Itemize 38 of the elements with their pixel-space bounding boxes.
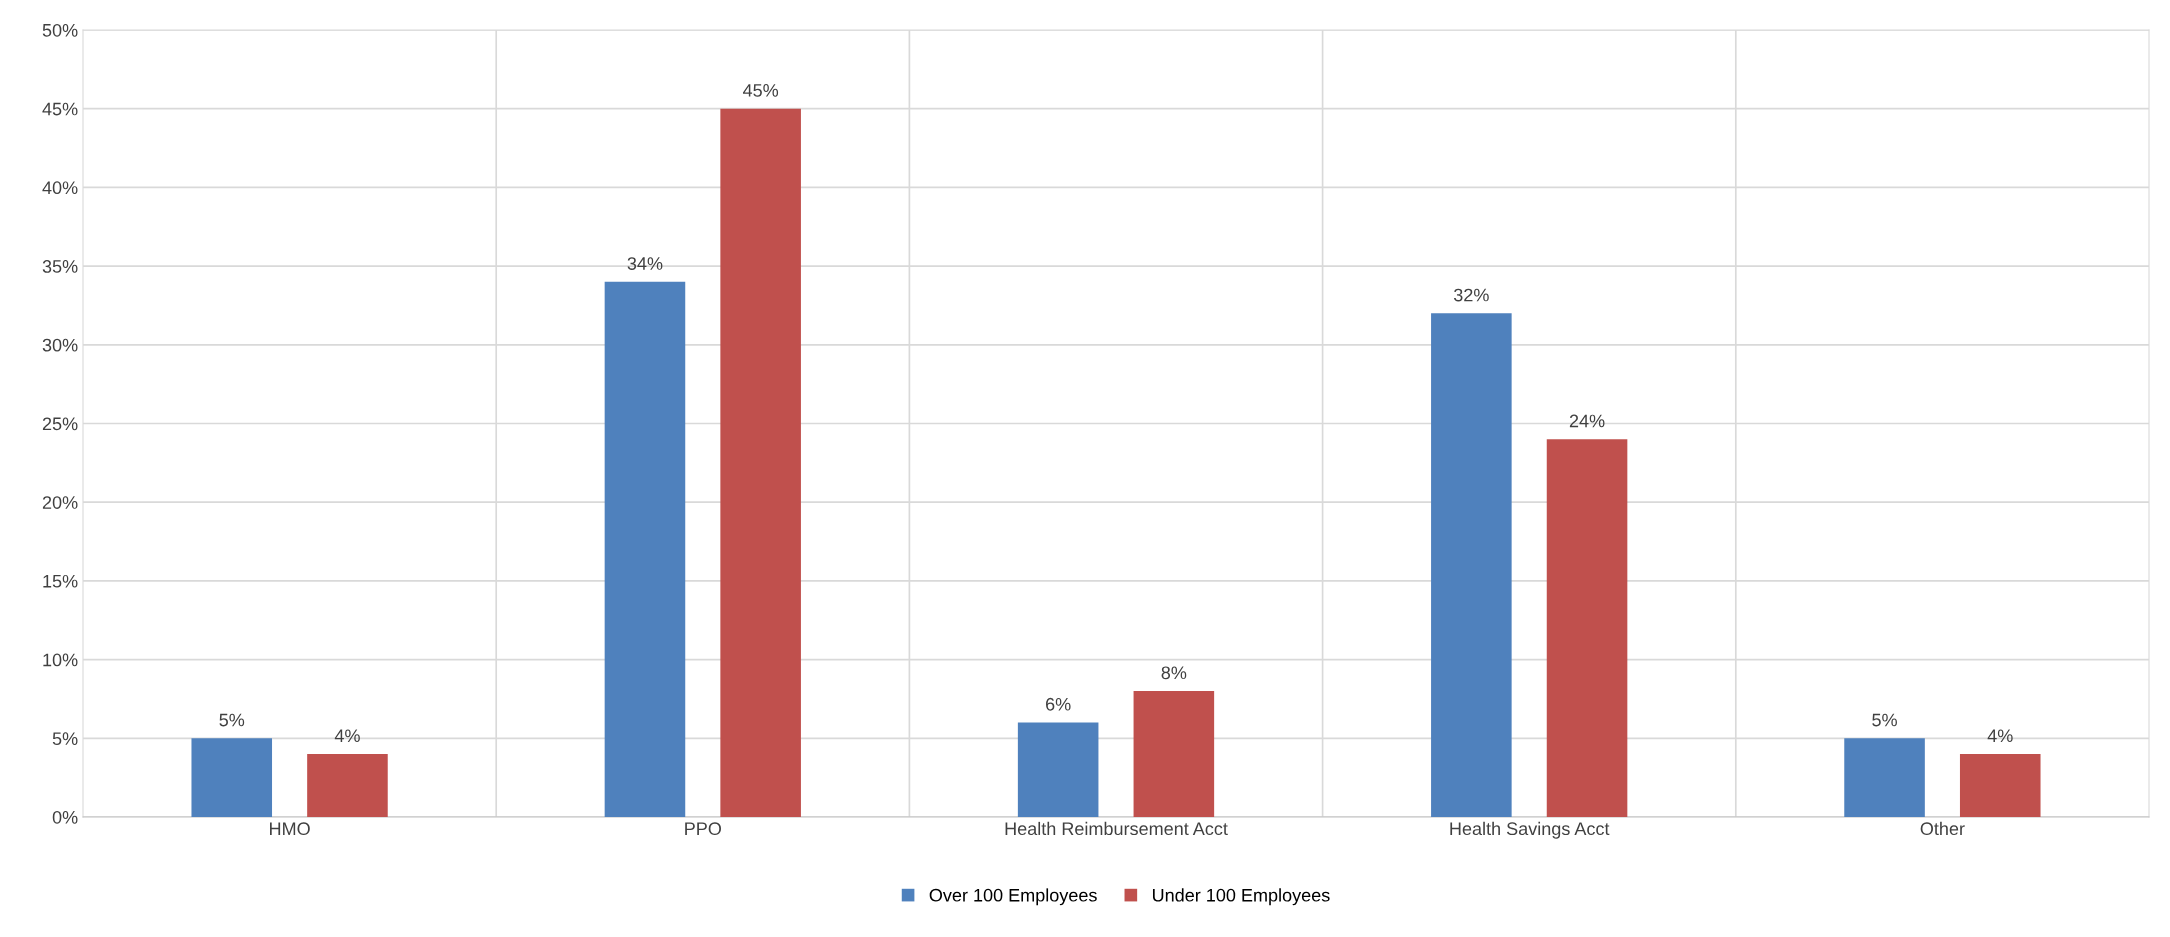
y-tick-label: 50% xyxy=(42,23,78,37)
text: 34% xyxy=(627,257,663,270)
bar xyxy=(1133,691,1215,817)
text: 32% xyxy=(1453,288,1489,302)
y-tick-label: 35% xyxy=(42,260,78,273)
bar xyxy=(1546,439,1628,817)
bar xyxy=(604,281,686,817)
y-tick-label: 5% xyxy=(52,732,78,746)
text: 8% xyxy=(1161,666,1187,680)
y-tick-label: 20% xyxy=(42,496,78,509)
x-tick-label: PPO xyxy=(685,822,721,836)
y-tick-label: 40% xyxy=(42,181,78,195)
x-tick-label: Health Reimbursement Acct xyxy=(1005,821,1228,836)
y-tick-label: 10% xyxy=(43,653,78,667)
text: 5% xyxy=(219,713,245,727)
bar xyxy=(1959,754,2041,817)
bar xyxy=(307,754,388,817)
text: 45% xyxy=(742,84,779,97)
bar xyxy=(1431,313,1512,817)
text: 4% xyxy=(1987,729,2013,743)
bar xyxy=(720,108,801,817)
y-tick-label: 30% xyxy=(42,338,78,352)
bar xyxy=(1017,722,1099,817)
bar xyxy=(191,738,273,817)
text: 4% xyxy=(334,729,360,743)
y-tick-label: 15% xyxy=(43,574,78,588)
x-tick-label: Health Savings Acct xyxy=(1450,821,1610,839)
y-tick-label: 25% xyxy=(42,417,78,431)
text: 24% xyxy=(1569,414,1605,428)
text: 5% xyxy=(1872,713,1897,727)
y-tick-label: 0% xyxy=(52,810,78,824)
legend-label: Under 100 Employees xyxy=(1152,888,1330,906)
text: 6% xyxy=(1046,697,1071,711)
x-tick-label: HMO xyxy=(270,822,310,836)
y-tick-label: 45% xyxy=(42,102,78,116)
bar xyxy=(1844,738,1925,817)
legend-label: Over 100 Employees xyxy=(929,888,1097,906)
x-tick-label: Other xyxy=(1920,821,1965,836)
